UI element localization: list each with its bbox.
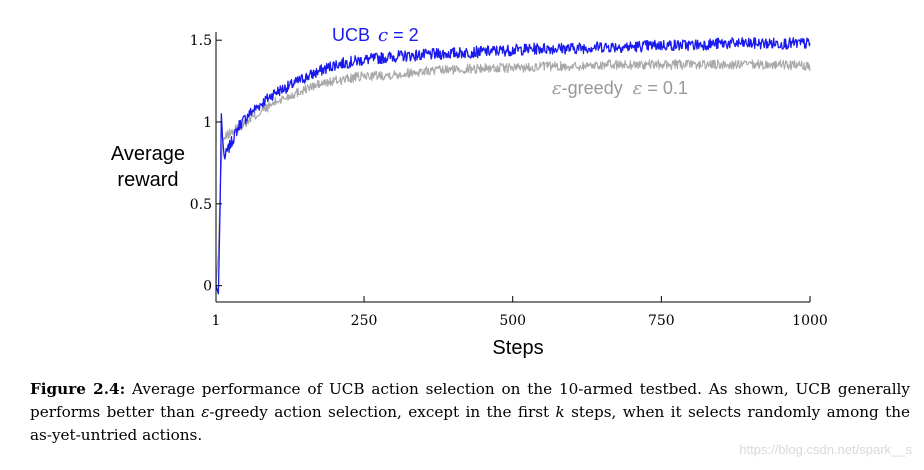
caption-epsilon: ε — [201, 403, 210, 421]
x-tick-label: 500 — [499, 313, 526, 329]
y-tick-label: 1.5 — [190, 33, 212, 49]
legend-egreedy-sym2: ε — [633, 78, 643, 99]
legend-egreedy-text: -greedy — [562, 78, 623, 98]
series-line-ucb — [215, 37, 811, 295]
y-tick-label: 0 — [203, 279, 212, 295]
legend-ucb-text: UCB — [332, 25, 370, 45]
caption-text-2: -greedy action selection, except in the … — [209, 403, 556, 421]
legend-ucb-value: = 2 — [393, 25, 419, 45]
caption-text-1: Average performance of UCB action select… — [30, 380, 910, 421]
x-tick-label: 750 — [648, 313, 675, 329]
x-tick-label: 1000 — [792, 313, 828, 329]
legend-egreedy-sym: ε — [552, 78, 562, 99]
watermark: https://blog.csdn.net/spark__s — [739, 442, 912, 457]
caption-k: k — [555, 403, 565, 421]
y-axis-title-line1: Average — [111, 143, 185, 165]
legend-egreedy-value: = 0.1 — [647, 78, 688, 98]
y-tick-label: 1 — [203, 115, 212, 131]
legend-ucb-sym: c — [378, 25, 388, 46]
series-line-egreedy — [215, 59, 811, 286]
caption-text-3: steps, when it selects randomly among th… — [30, 403, 910, 444]
legend-ucb: UCB c = 2 — [332, 25, 419, 46]
legend-egreedy: ε-greedy ε = 0.1 — [552, 78, 688, 99]
caption-label: Figure 2.4: — [30, 380, 126, 398]
x-tick-label: 250 — [351, 313, 378, 329]
x-axis-title: Steps — [492, 337, 543, 359]
reward-chart: 1 250 500 750 1000 0 0.5 1 1.5 Average reward St… — [111, 25, 828, 359]
y-tick-label: 0.5 — [190, 197, 212, 213]
figure-caption: Figure 2.4: Average performance of UCB a… — [30, 378, 910, 447]
y-axis-title-line2: reward — [117, 169, 178, 191]
x-tick-label: 1 — [212, 313, 221, 329]
